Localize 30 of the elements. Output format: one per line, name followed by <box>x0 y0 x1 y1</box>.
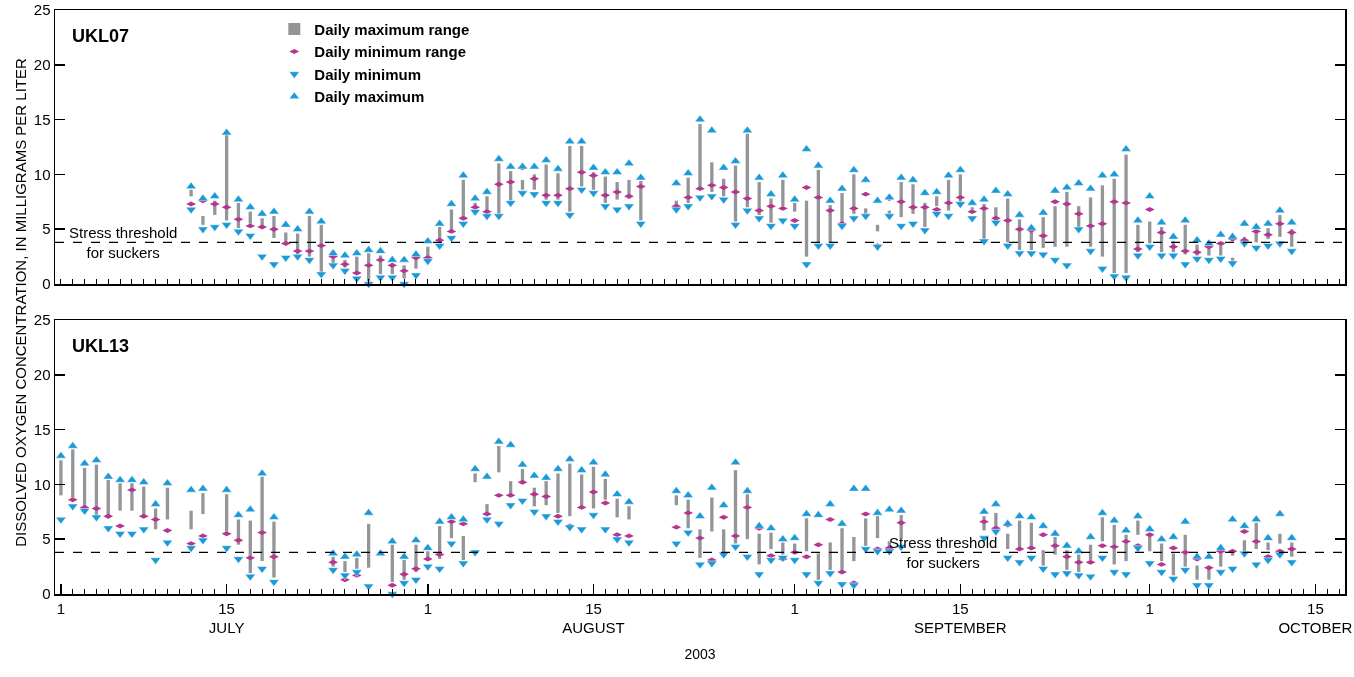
y-tick-label: 10 <box>33 165 51 183</box>
y-tick-label: 0 <box>42 585 51 603</box>
legend-label: Daily maximum <box>314 88 425 106</box>
legend-label: Daily maximum range <box>314 20 470 38</box>
x-axis-title: 2003 <box>684 646 716 663</box>
x-tick-label: 15 AUGUST <box>562 599 625 636</box>
y-tick-label: 15 <box>33 420 51 438</box>
y-tick-label: 20 <box>33 56 51 74</box>
y-tick-label: 25 <box>33 311 51 329</box>
y-tick-label: 5 <box>42 220 51 238</box>
x-tick-label: 15 JULY <box>208 599 245 636</box>
legend-label: Daily minimum <box>314 65 421 83</box>
y-tick-label: 10 <box>33 475 51 493</box>
legend-label: Daily minimum range <box>314 43 467 61</box>
x-tick-label: 15 OCTOBER <box>1278 599 1353 636</box>
y-tick-label: 0 <box>42 275 51 293</box>
x-tick-label: 15 SEPTEMBER <box>914 599 1007 636</box>
y-axis-title: DISSOLVED OXYGEN CONCENTRATION, IN MILLIGRAMS PER LITER <box>11 57 29 547</box>
y-tick-label: 15 <box>33 110 51 128</box>
annotation: UKL13 <box>72 336 130 356</box>
y-tick-label: 25 <box>33 1 51 19</box>
x-tick-label: 1 <box>423 599 432 617</box>
x-tick-label: 1 <box>790 599 799 617</box>
ref-line-label: Stress threshold for suckers <box>889 534 998 571</box>
y-tick-label: 5 <box>42 530 51 548</box>
y-tick-label: 20 <box>33 366 51 384</box>
annotation: UKL07 <box>72 26 130 46</box>
x-tick-label: 1 <box>1145 599 1154 617</box>
ref-line-label: Stress threshold for suckers <box>69 224 178 261</box>
x-tick-label: 1 <box>56 599 66 617</box>
